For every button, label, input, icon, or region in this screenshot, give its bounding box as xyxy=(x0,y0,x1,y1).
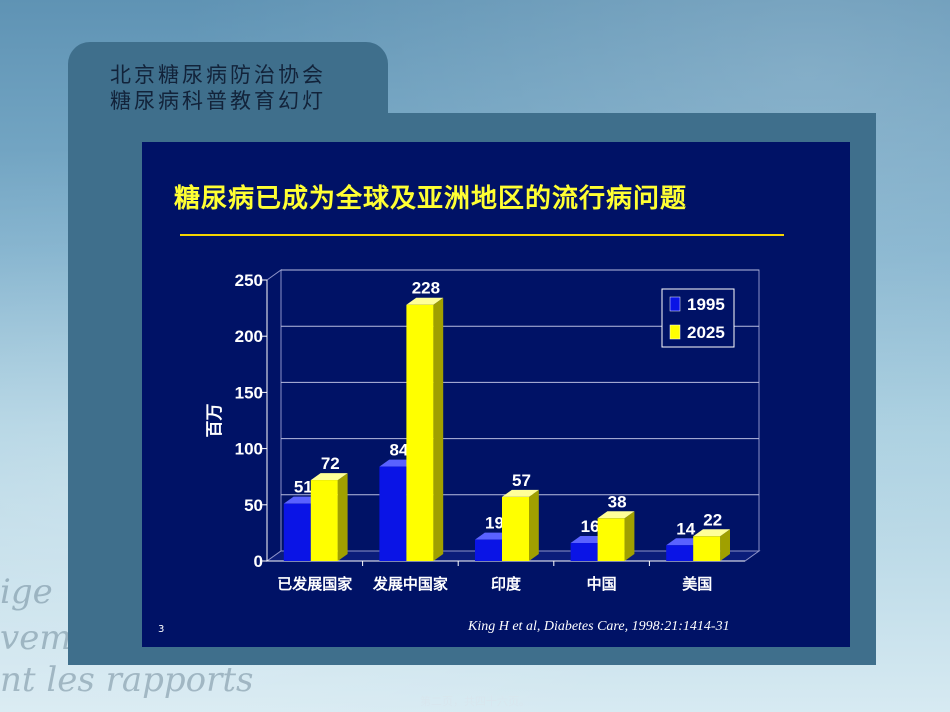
y-tick-label: 50 xyxy=(244,496,263,515)
bar-2025 xyxy=(597,518,625,561)
legend-label-1995: 1995 xyxy=(687,295,725,314)
bar-1995 xyxy=(475,539,502,561)
data-label: 72 xyxy=(321,454,340,473)
y-axis-label: 百万 xyxy=(205,404,225,438)
slide-panel: 糖尿病已成为全球及亚洲地区的流行病问题 0 50 100 150 200 250 百万 51 7… xyxy=(142,142,850,647)
y-tick-label: 250 xyxy=(235,271,263,290)
bar-side xyxy=(624,511,635,561)
bar-side xyxy=(433,297,444,561)
header-line-1: 北京糖尿病防治协会 xyxy=(110,63,326,87)
title-underline xyxy=(180,234,784,236)
bar-top xyxy=(406,297,444,305)
bar-2025 xyxy=(406,304,434,561)
data-label: 57 xyxy=(512,471,531,490)
x-tick-label: 中国 xyxy=(587,575,617,593)
bar-side xyxy=(337,473,348,561)
bar-chart: 0 50 100 150 200 250 百万 51 72 已发展国家 84 228 发展中国家 19 57… xyxy=(205,269,761,593)
data-label: 22 xyxy=(703,510,722,529)
slide-title: 糖尿病已成为全球及亚洲地区的流行病问题 xyxy=(174,184,688,214)
bar-1995 xyxy=(379,466,407,561)
background-script-decoration: nt les rapports xyxy=(0,660,254,700)
bar-top xyxy=(693,529,730,537)
data-label: 84 xyxy=(389,441,408,460)
x-tick-label: 发展中国家 xyxy=(372,575,448,593)
x-tick-label: 美国 xyxy=(682,575,712,593)
bar-1995 xyxy=(283,503,311,561)
bar-top xyxy=(502,489,539,497)
bar-side xyxy=(529,489,539,561)
header-line-2: 糖尿病科普教育幻灯 xyxy=(110,89,326,113)
x-tick-label: 已发展国家 xyxy=(277,575,352,593)
y-tick-label: 0 xyxy=(254,552,263,571)
data-label: 16 xyxy=(581,517,600,536)
data-label: 51 xyxy=(294,478,313,497)
legend-swatch-2025 xyxy=(669,324,681,340)
data-label: 19 xyxy=(485,514,504,533)
bar-top xyxy=(310,473,348,481)
bar-side xyxy=(720,529,730,561)
slide-number: 3 xyxy=(158,624,165,635)
page-footer: 第二页，共四十六页。 xyxy=(420,695,530,708)
bar-2025 xyxy=(310,480,338,561)
x-tick-label: 印度 xyxy=(491,575,522,593)
y-tick-label: 150 xyxy=(235,383,263,402)
y-tick-label: 200 xyxy=(235,327,263,346)
legend-swatch-1995 xyxy=(669,296,681,312)
data-label: 14 xyxy=(676,519,695,538)
header-title: 北京糖尿病防治协会 糖尿病科普教育幻灯 xyxy=(110,62,370,114)
bar-1995 xyxy=(666,545,694,561)
bar-top xyxy=(597,511,635,519)
citation: King H et al, Diabetes Care, 1998:21:141… xyxy=(468,619,730,634)
y-tick-label: 100 xyxy=(235,440,263,459)
bar-2025 xyxy=(693,536,721,561)
bar-1995 xyxy=(570,543,598,561)
data-label: 38 xyxy=(608,492,627,511)
plot-side-wall xyxy=(266,269,282,562)
bar-2025 xyxy=(502,496,529,561)
legend-label-2025: 2025 xyxy=(687,323,725,342)
data-label: 228 xyxy=(412,279,440,298)
